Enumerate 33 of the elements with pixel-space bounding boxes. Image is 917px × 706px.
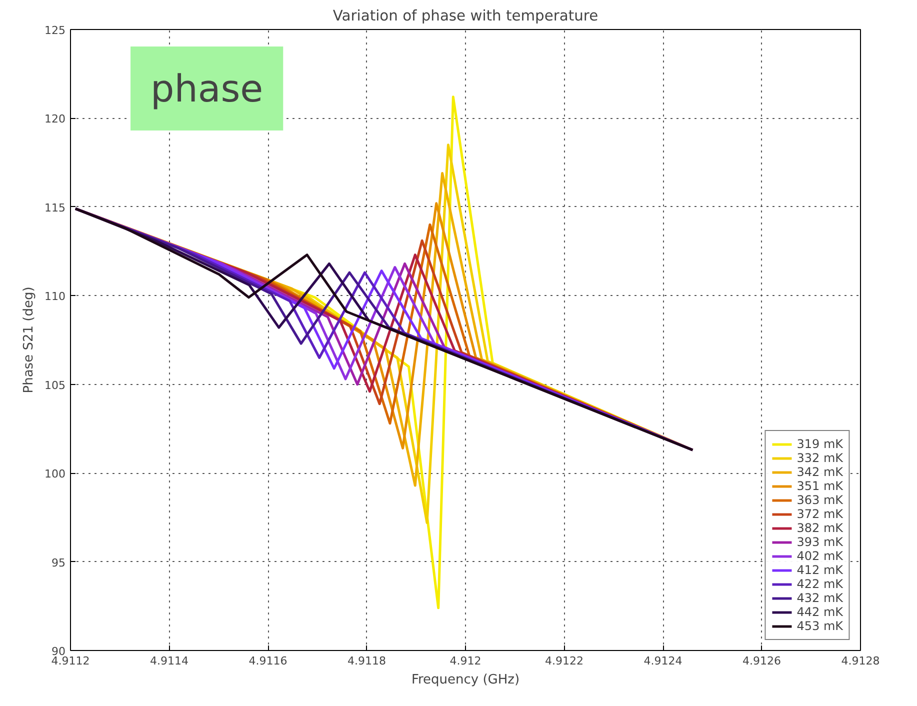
x-tick-label: 4.9128 xyxy=(841,654,880,668)
chart-title: Variation of phase with temperature xyxy=(332,8,598,24)
x-tick-label: 4.9124 xyxy=(644,654,682,668)
legend-label: 412 mK xyxy=(796,563,843,577)
legend-label: 372 mK xyxy=(796,507,843,521)
x-tick-label: 4.912 xyxy=(450,654,482,668)
y-tick-label: 100 xyxy=(44,468,66,481)
y-tick-label: 95 xyxy=(52,556,66,570)
x-axis-title: Frequency (GHz) xyxy=(411,672,520,688)
legend-label: 332 mK xyxy=(796,451,843,465)
legend-label: 351 mK xyxy=(796,479,843,493)
y-axis-title: Phase S21 (deg) xyxy=(22,286,37,394)
legend-label: 319 mK xyxy=(796,437,843,451)
y-tick-label: 115 xyxy=(44,201,66,214)
legend-label: 393 mK xyxy=(796,535,843,549)
x-tick-label: 4.9126 xyxy=(742,654,782,668)
legend-label: 363 mK xyxy=(796,493,843,507)
x-tick-label: 4.9118 xyxy=(348,654,386,668)
y-tick-label: 120 xyxy=(44,112,66,126)
legend-label: 442 mK xyxy=(796,605,843,619)
annotation: phase xyxy=(150,66,264,110)
x-tick-label: 4.9116 xyxy=(248,654,288,668)
x-tick-label: 4.9114 xyxy=(150,654,189,668)
legend-label: 453 mK xyxy=(796,619,843,633)
legend-label: 422 mK xyxy=(796,577,843,591)
x-tick-label: 4.9122 xyxy=(545,654,584,668)
legend-label: 382 mK xyxy=(796,521,843,535)
legend-label: 432 mK xyxy=(796,591,843,605)
y-tick-label: 110 xyxy=(44,290,66,304)
y-tick-label: 125 xyxy=(44,24,66,37)
y-tick-label: 105 xyxy=(44,378,66,392)
legend-label: 402 mK xyxy=(796,549,843,563)
legend-label: 342 mK xyxy=(796,465,843,479)
